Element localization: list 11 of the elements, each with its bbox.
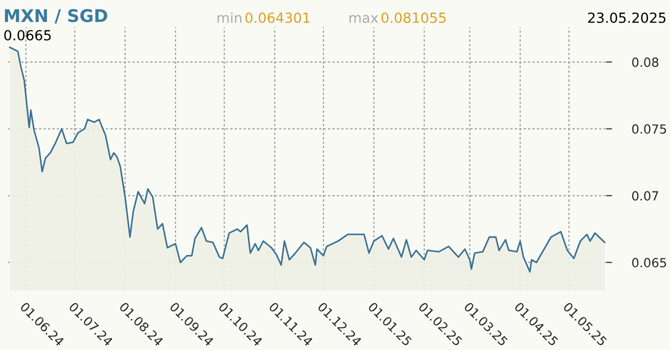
y-tick-label: 0.075 — [632, 124, 666, 134]
text: min — [218, 12, 242, 23]
y-tick-label: 0.065 — [632, 258, 666, 268]
text: 23.05.2025 — [588, 12, 666, 23]
chart-title: MXN / SGD — [4, 9, 108, 24]
y-tick-label: 0.07 — [632, 191, 658, 201]
text: max — [350, 15, 378, 23]
annotation: 0.0665 — [4, 30, 51, 40]
text: 0.064301 — [245, 12, 310, 23]
y-tick-label: 0.08 — [632, 58, 658, 67]
text: 0.081055 — [381, 12, 446, 23]
